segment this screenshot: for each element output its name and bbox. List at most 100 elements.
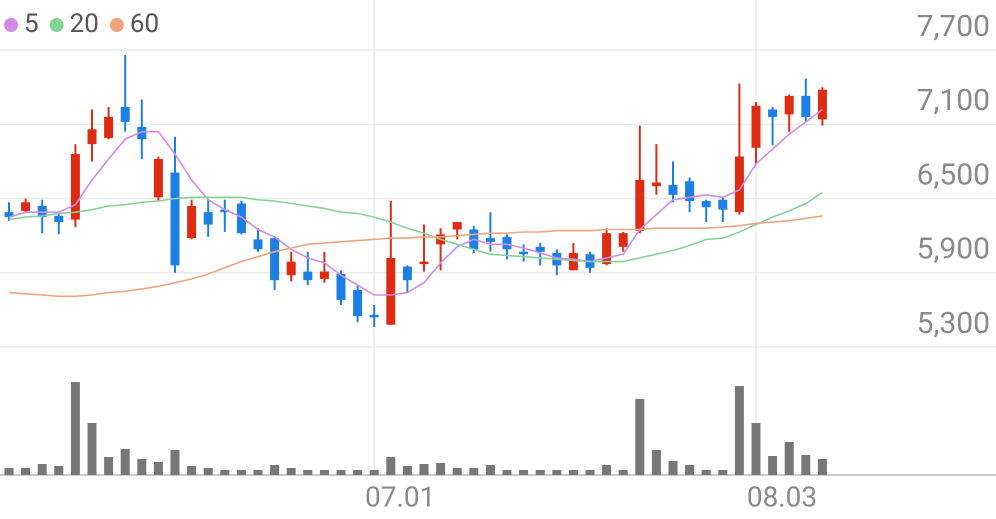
candle-body bbox=[402, 266, 412, 281]
volume-bar bbox=[236, 470, 246, 475]
candle-body bbox=[668, 184, 678, 195]
volume-bar bbox=[602, 465, 612, 475]
volume-bar bbox=[585, 470, 595, 475]
candle-body bbox=[70, 154, 80, 220]
candle-body bbox=[187, 205, 197, 239]
candle-body bbox=[768, 109, 778, 117]
volume-bar bbox=[54, 466, 64, 475]
y-tick-label: 7,700 bbox=[917, 9, 990, 44]
candle-body bbox=[485, 238, 495, 242]
candle-body bbox=[701, 201, 711, 208]
volume-bar bbox=[485, 465, 495, 475]
candle-body bbox=[618, 233, 628, 247]
candle-body bbox=[386, 257, 396, 325]
legend-marker bbox=[109, 18, 124, 32]
candle-body bbox=[153, 158, 163, 198]
candle-body bbox=[519, 251, 529, 255]
y-tick-label: 5,900 bbox=[917, 232, 990, 267]
candle-body bbox=[635, 179, 645, 231]
candle-body bbox=[303, 271, 313, 281]
volume-bar bbox=[801, 455, 811, 475]
volume-bar bbox=[286, 468, 296, 475]
volume-bar bbox=[353, 470, 363, 475]
candle-body bbox=[784, 95, 794, 115]
legend-label: 60 bbox=[130, 9, 159, 39]
volume-bar bbox=[270, 465, 280, 475]
candle-body bbox=[203, 212, 213, 225]
volume-bar bbox=[4, 468, 14, 475]
candle-body bbox=[21, 202, 31, 211]
volume-bar bbox=[120, 449, 130, 475]
candle-body bbox=[452, 222, 462, 230]
candle-body bbox=[651, 182, 661, 187]
y-tick-label: 7,100 bbox=[917, 83, 990, 118]
volume-bar bbox=[668, 461, 678, 475]
ma-line bbox=[8, 108, 823, 296]
volume-bar bbox=[303, 470, 313, 475]
x-tick-label: 08.03 bbox=[747, 480, 817, 513]
volume-bar bbox=[768, 456, 778, 475]
volume-bar bbox=[402, 466, 412, 475]
candle-body bbox=[253, 239, 263, 250]
candle-body bbox=[502, 236, 512, 250]
x-tick-label: 07.01 bbox=[365, 480, 435, 513]
candle-body bbox=[685, 181, 695, 202]
candle-body bbox=[220, 209, 230, 213]
volume-bar bbox=[651, 450, 661, 475]
candle-body bbox=[137, 126, 147, 140]
volume-bar bbox=[253, 470, 263, 475]
volume-bar bbox=[170, 450, 180, 475]
ma-line bbox=[8, 215, 823, 298]
candle-body bbox=[120, 107, 130, 122]
candle-body bbox=[286, 261, 296, 276]
volume-bar bbox=[70, 382, 80, 475]
volume-bar bbox=[220, 470, 230, 475]
candle-body bbox=[319, 271, 329, 279]
volume-bar bbox=[568, 470, 578, 475]
volume-bar bbox=[718, 470, 728, 475]
candle-body bbox=[270, 238, 280, 281]
volume-bar bbox=[104, 457, 114, 475]
volume-bar bbox=[87, 423, 97, 475]
legend-label: 5 bbox=[24, 9, 39, 39]
candle-body bbox=[602, 233, 612, 265]
volume-bar bbox=[37, 464, 47, 475]
volume-bar bbox=[618, 470, 628, 475]
candle-body bbox=[170, 172, 180, 266]
y-tick-label: 5,300 bbox=[917, 306, 990, 341]
volume-bar bbox=[635, 399, 645, 475]
legend-marker bbox=[4, 18, 18, 32]
volume-bar bbox=[336, 470, 346, 475]
volume-bar bbox=[535, 470, 545, 475]
candle-body bbox=[718, 199, 728, 210]
candle-body bbox=[87, 129, 97, 145]
volume-bar bbox=[203, 468, 213, 475]
candle-body bbox=[734, 156, 744, 213]
volume-bar bbox=[452, 468, 462, 475]
volume-bar bbox=[519, 470, 529, 475]
volume-bar bbox=[153, 462, 163, 475]
volume-bar bbox=[817, 459, 827, 475]
volume-bar bbox=[369, 470, 379, 475]
volume-bar bbox=[187, 466, 197, 475]
volume-bar bbox=[685, 465, 695, 475]
ma-line bbox=[8, 191, 823, 263]
candle-body bbox=[751, 105, 761, 148]
volume-bar bbox=[552, 470, 562, 475]
y-tick-label: 6,500 bbox=[917, 157, 990, 192]
volume-bar bbox=[21, 468, 31, 475]
candle-body bbox=[54, 215, 64, 223]
volume-bar bbox=[469, 468, 479, 475]
candle-body bbox=[353, 290, 363, 317]
candle-body bbox=[336, 274, 346, 300]
volume-bar bbox=[436, 463, 446, 475]
candle-body bbox=[801, 95, 811, 117]
candle-body bbox=[4, 212, 14, 218]
volume-bar bbox=[751, 423, 761, 475]
candle-body bbox=[419, 261, 429, 265]
legend-label: 20 bbox=[70, 9, 99, 39]
candle-body bbox=[568, 252, 578, 271]
candle-body bbox=[236, 203, 246, 234]
